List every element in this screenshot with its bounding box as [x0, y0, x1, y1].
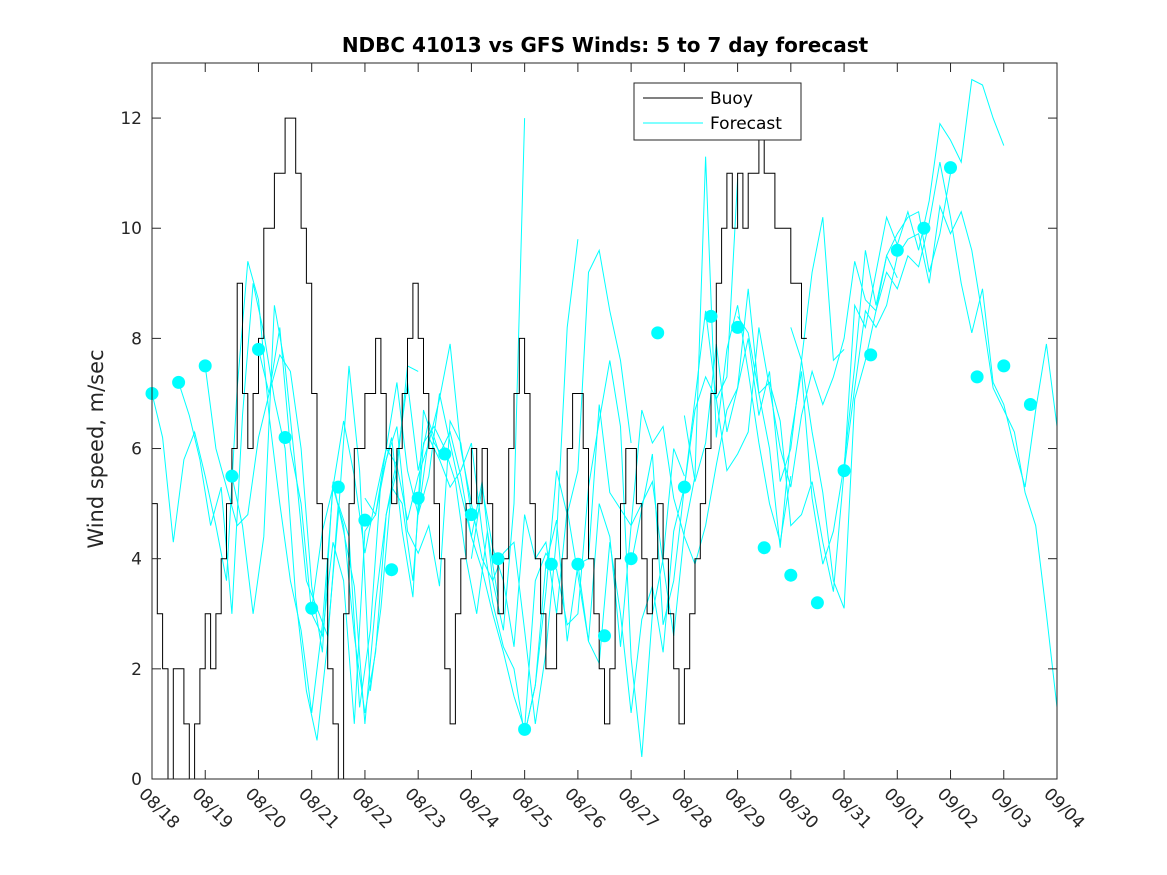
y-tick-label: 2 [131, 660, 142, 680]
forecast-marker [810, 596, 824, 610]
forecast-marker [970, 370, 984, 384]
forecast-line-1 [178, 283, 446, 741]
forecast-marker [944, 161, 957, 175]
forecast-marker [598, 629, 611, 643]
forecast-marker [278, 431, 292, 444]
forecast-marker [864, 348, 878, 362]
y-tick-label: 8 [131, 329, 142, 349]
forecast-marker [491, 552, 505, 566]
forecast-line-6 [364, 248, 632, 736]
forecast-line-5 [311, 239, 579, 724]
forecast-marker [624, 552, 638, 566]
forecast-line-2 [204, 327, 472, 724]
legend-buoy-label: Buoy [710, 89, 753, 109]
forecast-marker [731, 320, 745, 334]
forecast-marker [1023, 398, 1037, 411]
y-axis: 0 2 4 6 8 10 12 [120, 109, 1057, 790]
y-tick-label: 12 [120, 109, 142, 129]
legend-forecast-label: Forecast [710, 114, 782, 134]
y-tick-label: 10 [120, 219, 142, 239]
forecast-marker [331, 480, 345, 494]
forecast-marker [464, 508, 478, 522]
forecast-line-13 [737, 78, 1005, 592]
forecast-marker [651, 326, 665, 340]
forecast-marker [757, 541, 771, 555]
y-axis-label: Wind speed, m/sec [84, 349, 108, 548]
forecast-marker [358, 513, 372, 527]
y-tick-label: 6 [131, 440, 142, 460]
legend-box [633, 82, 802, 141]
forecast-marker [172, 375, 186, 389]
forecast-line-12 [683, 173, 951, 565]
y-tick-label: 0 [131, 770, 142, 790]
forecast-marker [917, 221, 931, 235]
forecast-marker [544, 557, 558, 571]
forecast-line-14 [790, 162, 1058, 609]
forecast-marker [305, 601, 319, 615]
forecast-marker [890, 243, 904, 257]
forecast-marker [411, 491, 425, 505]
forecast-marker [198, 359, 212, 373]
axes-box [151, 62, 1058, 780]
forecast-marker [571, 557, 585, 571]
forecast-marker [385, 563, 399, 577]
chart-title: NDBC 41013 vs GFS Winds: 5 to 7 day fore… [342, 33, 869, 57]
forecast-marker [225, 469, 239, 483]
y-tick-label: 4 [131, 550, 142, 570]
forecast-marker [677, 480, 691, 494]
forecast-line-8 [470, 178, 739, 713]
buoy-line [152, 117, 807, 780]
forecast-marker [837, 464, 851, 478]
forecast-marker [704, 309, 718, 323]
plot-area [145, 78, 1058, 780]
legend: Buoy Forecast [633, 82, 802, 141]
forecast-line-11 [630, 254, 898, 625]
forecast-marker [518, 722, 532, 736]
forecast-marker [784, 568, 798, 582]
forecast-line-15 [843, 204, 1058, 708]
forecast-marker [438, 447, 452, 461]
forecast-line-3 [231, 305, 499, 691]
forecast-line-10 [577, 217, 845, 647]
forecast-marker [252, 342, 265, 356]
forecast-marker [997, 359, 1011, 373]
